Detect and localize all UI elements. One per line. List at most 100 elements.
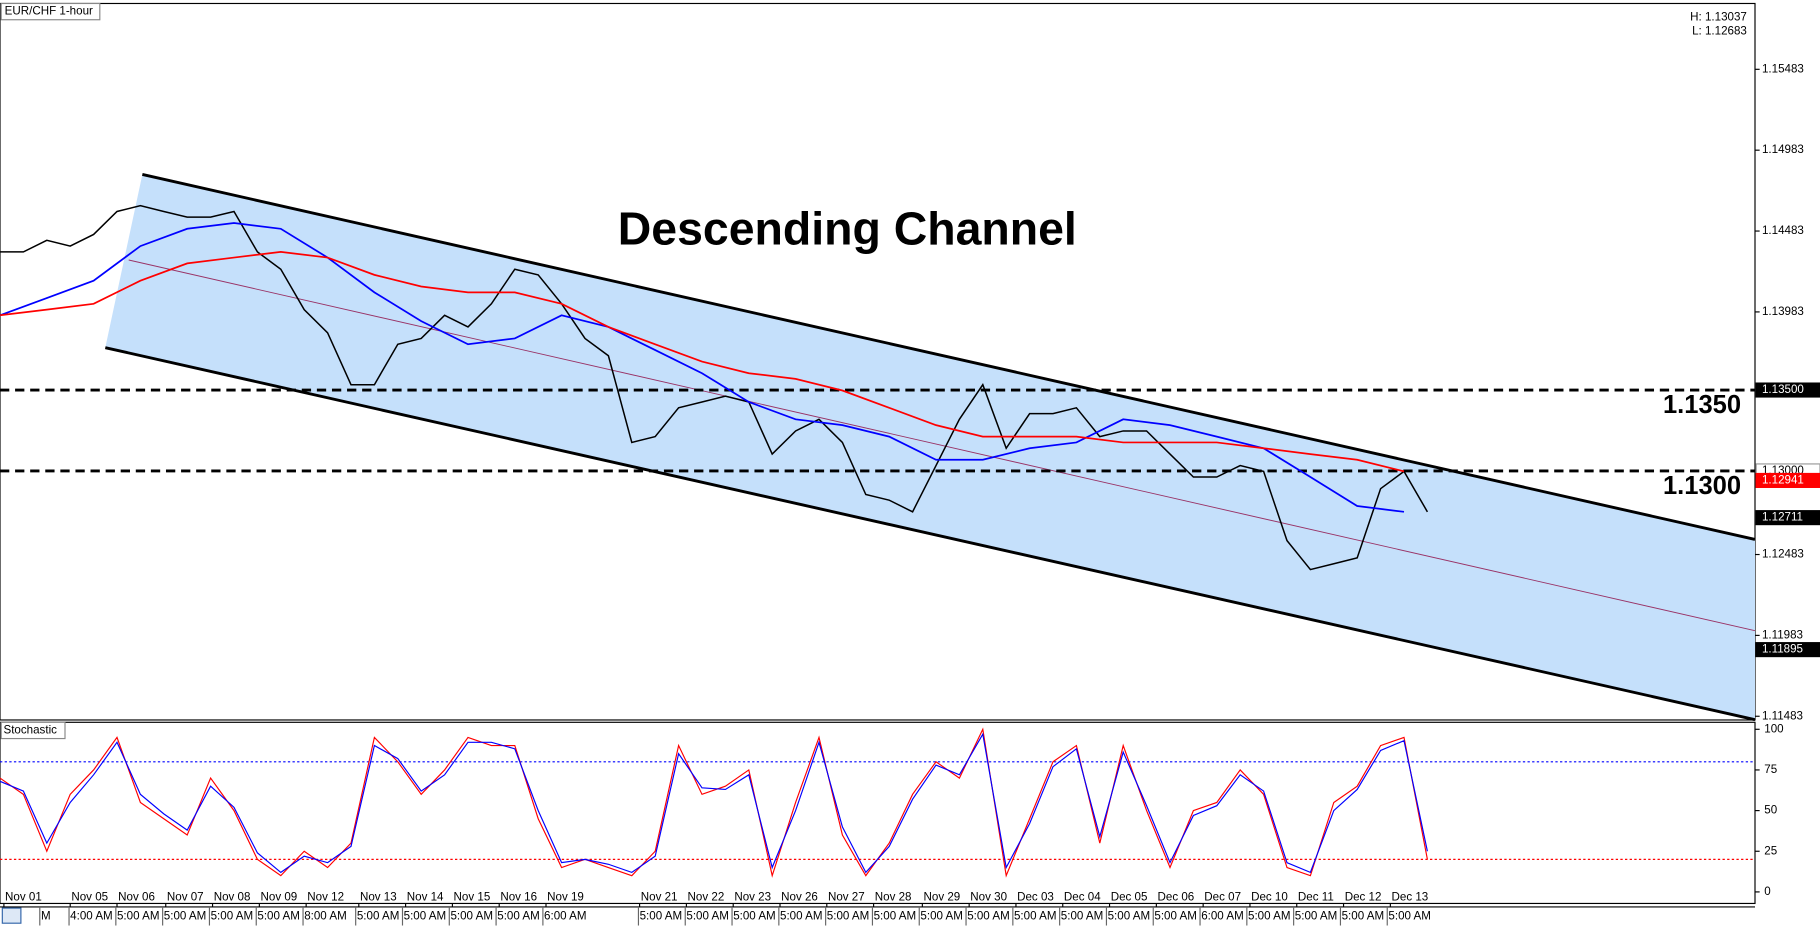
x-tick-label: Nov 23: [734, 891, 771, 904]
x-tick-label: Dec 07: [1204, 891, 1241, 904]
x-tick-label: Nov 15: [454, 891, 491, 904]
time-tick-label: 8:00 AM: [304, 909, 347, 922]
level-label: 1.1350: [1663, 391, 1741, 419]
time-tick-label: M: [41, 909, 51, 922]
channel-lower: [104, 346, 1756, 722]
price-tag: [1755, 472, 1820, 488]
x-tick-label: Nov 30: [970, 891, 1007, 904]
time-tick-label: 4:00 AM: [70, 909, 113, 922]
time-tick-label: 5:00 AM: [874, 909, 917, 922]
x-tick-label: Dec 13: [1392, 891, 1429, 904]
y-tick-label: 1.12483: [1762, 548, 1804, 561]
x-tick-label: Dec 04: [1064, 891, 1101, 904]
x-tick-label: Dec 05: [1111, 891, 1148, 904]
stoch-title: Stochastic: [3, 723, 57, 736]
x-tick-label: Dec 10: [1251, 891, 1288, 904]
time-tick-label: 5:00 AM: [967, 909, 1010, 922]
price-tag-label: 1.12941: [1762, 474, 1804, 487]
time-tick-label: 6:00 AM: [544, 909, 587, 922]
time-tick-label: 5:00 AM: [1342, 909, 1385, 922]
x-tick-label: Nov 28: [875, 891, 912, 904]
price-tag-label: 1.12711: [1762, 511, 1803, 524]
y-tick-label: 1.11483: [1762, 709, 1803, 722]
x-tick-label: Nov 01: [5, 891, 42, 904]
stochastic-line: [0, 732, 1428, 874]
x-tick-label: Nov 12: [307, 891, 344, 904]
price-tag: [1755, 382, 1820, 398]
channel-middle: [128, 259, 1756, 632]
channel-upper: [142, 173, 1756, 541]
time-tick-label: 5:00 AM: [780, 909, 823, 922]
stoch-title-box: [0, 721, 66, 740]
price-tag-label: 1.13500: [1762, 383, 1804, 396]
x-tick-label: Nov 19: [547, 891, 584, 904]
time-tick-label: 5:00 AM: [1388, 909, 1431, 922]
x-tick-label: Nov 14: [407, 891, 444, 904]
time-tick-label: 5:00 AM: [1014, 909, 1057, 922]
x-tick-label: Nov 16: [500, 891, 537, 904]
x-tick-label: Nov 27: [828, 891, 865, 904]
x-tick-label: Nov 08: [214, 891, 251, 904]
y-tick-label: 1.15483: [1762, 62, 1804, 75]
y-tick-label: 1.14483: [1762, 224, 1804, 237]
y-tick-label: 1.14983: [1762, 143, 1804, 156]
channel-fill: [105, 174, 1755, 720]
x-tick-label: Nov 29: [924, 891, 961, 904]
price-tag: [1755, 510, 1820, 526]
time-tick-label: 5:00 AM: [733, 909, 776, 922]
time-tick-label: 5:00 AM: [1154, 909, 1197, 922]
stoch-tick-label: 75: [1764, 763, 1777, 776]
menu-icon[interactable]: [1, 907, 22, 924]
stoch-tick-label: 100: [1764, 722, 1783, 735]
price-line: [0, 204, 1429, 571]
x-tick-label: Nov 09: [261, 891, 298, 904]
time-tick-label: 5:00 AM: [357, 909, 400, 922]
time-tick-label: 5:00 AM: [827, 909, 870, 922]
time-tick-label: 5:00 AM: [211, 909, 254, 922]
time-tick-label: 5:00 AM: [1295, 909, 1338, 922]
time-tick-label: 5:00 AM: [1061, 909, 1104, 922]
stoch-tick-label: 50: [1764, 804, 1777, 817]
time-tick-label: 5:00 AM: [497, 909, 540, 922]
chart-title: EUR/CHF 1-hour: [5, 5, 93, 18]
time-tick-label: 5:00 AM: [164, 909, 207, 922]
time-tick-label: 5:00 AM: [640, 909, 683, 922]
x-tick-label: Nov 26: [781, 891, 818, 904]
moving-average: [0, 222, 1405, 513]
low-label: L: 1.12683: [1692, 24, 1747, 37]
moving-average: [0, 251, 1405, 473]
time-tick-label: 5:00 AM: [1108, 909, 1151, 922]
y-tick-label: 1.13983: [1762, 305, 1804, 318]
time-tick-label: 6:00 AM: [1201, 909, 1244, 922]
x-tick-label: Nov 22: [688, 891, 725, 904]
time-tick-label: 5:00 AM: [257, 909, 300, 922]
level-label: 1.1300: [1663, 472, 1741, 500]
price-tag-label: 1.11895: [1762, 643, 1803, 656]
x-tick-label: Dec 03: [1017, 891, 1054, 904]
x-tick-label: Nov 06: [118, 891, 155, 904]
x-tick-label: Dec 12: [1345, 891, 1382, 904]
stochastic-line: [0, 727, 1428, 878]
x-tick-label: Nov 13: [360, 891, 397, 904]
x-tick-label: Dec 11: [1298, 891, 1334, 904]
y-tick-label: 1.11983: [1762, 628, 1803, 641]
x-tick-label: Nov 05: [71, 891, 108, 904]
time-tick-label: 5:00 AM: [1248, 909, 1291, 922]
x-tick-label: Nov 07: [167, 891, 204, 904]
stoch-tick-label: 0: [1764, 885, 1770, 898]
time-tick-label: 5:00 AM: [117, 909, 160, 922]
x-tick-label: Dec 06: [1158, 891, 1195, 904]
annotation: Descending Channel: [618, 203, 1077, 255]
stoch-tick-label: 25: [1764, 844, 1777, 857]
high-label: H: 1.13037: [1690, 10, 1747, 23]
title-box: [0, 2, 101, 21]
time-tick-label: 5:00 AM: [686, 909, 729, 922]
price-tag: [1755, 642, 1820, 658]
time-tick-label: 5:00 AM: [920, 909, 963, 922]
x-tick-label: Nov 21: [641, 891, 678, 904]
time-tick-label: 5:00 AM: [404, 909, 447, 922]
stoch-panel: [0, 721, 1756, 905]
